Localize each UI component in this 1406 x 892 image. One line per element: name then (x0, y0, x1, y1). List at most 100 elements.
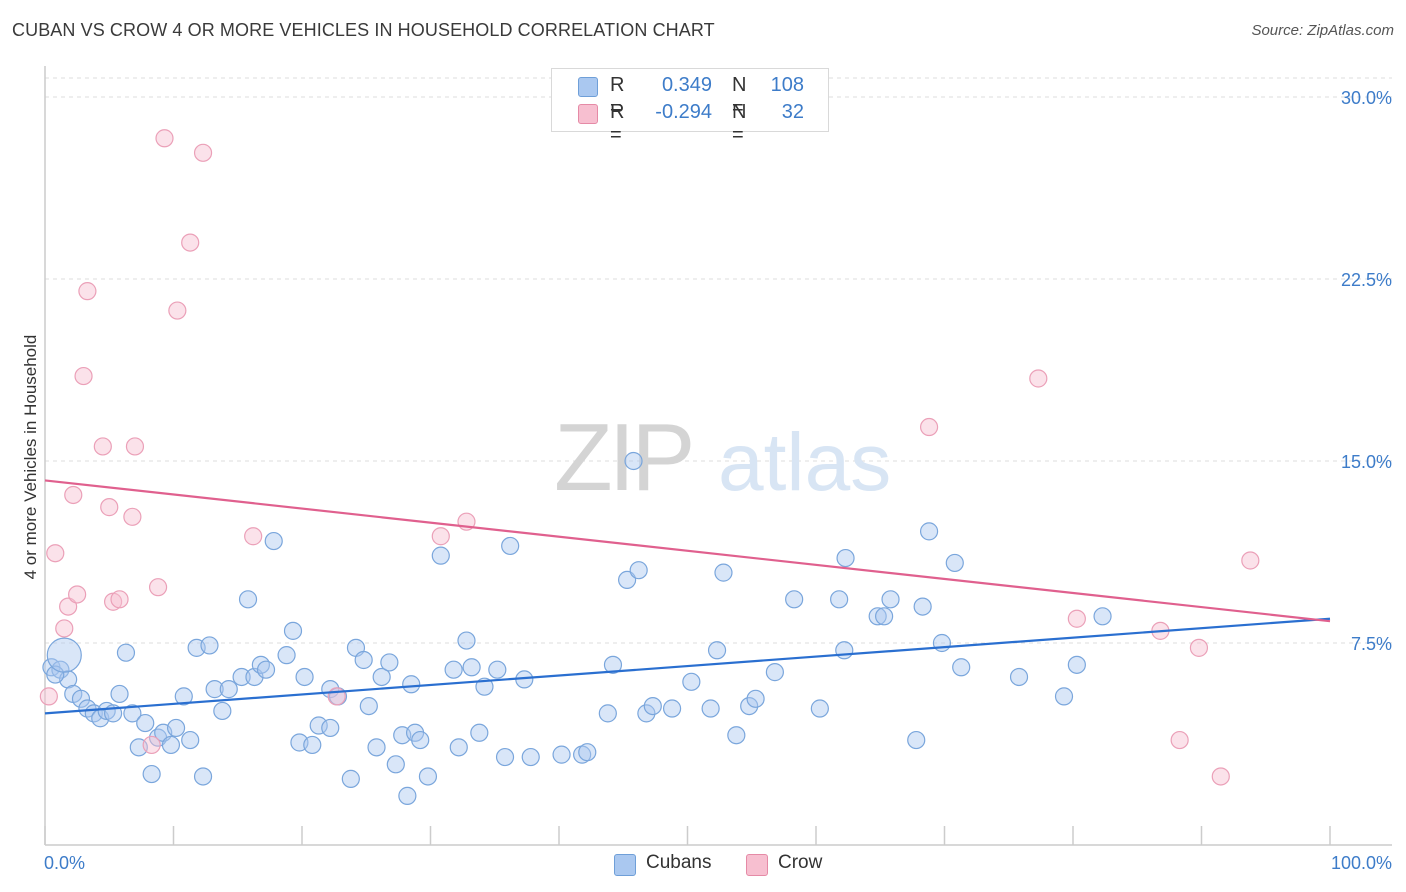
data-point-cubans (123, 704, 142, 723)
data-point-cubans (449, 738, 468, 757)
y-tick-label: 30.0% (1341, 88, 1392, 108)
data-point-crow (1067, 609, 1086, 628)
data-point-cubans (46, 637, 82, 673)
data-point-crow (431, 527, 450, 546)
data-point-cubans (277, 646, 296, 665)
data-point-cubans (643, 696, 662, 716)
data-point-cubans (71, 689, 91, 708)
data-point-crow (193, 143, 213, 162)
x-tick-label: 0.0% (44, 853, 85, 873)
legend-label-cubans: Cubans (646, 852, 712, 873)
legend-swatch-cubans (614, 854, 636, 876)
legend-label-crow: Crow (778, 852, 823, 873)
data-point-cubans (603, 655, 623, 674)
data-point-crow (39, 687, 58, 706)
data-point-cubans (578, 743, 597, 762)
chart-source: Source: ZipAtlas.com (1251, 22, 1394, 39)
data-point-cubans (283, 621, 303, 640)
stats-legend: R = 0.349 N = 108 R = -0.294 N = 32 (551, 68, 829, 146)
y-axis-label: 4 or more Vehicles in Household (21, 335, 40, 580)
data-point-cubans (501, 536, 520, 556)
data-point-cubans (830, 590, 849, 609)
data-point-cubans (475, 677, 494, 696)
data-point-cubans (213, 701, 232, 721)
legend-swatch-cubans (578, 77, 598, 97)
data-point-cubans (662, 699, 682, 718)
data-point-cubans (398, 786, 417, 805)
trend-line-cubans (44, 617, 1331, 715)
data-point-crow (123, 507, 142, 526)
legend-swatch-crow (746, 854, 768, 876)
data-point-crow (1189, 638, 1209, 657)
data-point-crow (68, 585, 87, 604)
trend-line-crow (44, 479, 1331, 623)
trend-lines (44, 479, 1331, 715)
data-point-cubans (637, 704, 656, 723)
legend-n-label: N = (732, 101, 747, 146)
data-point-cubans (418, 767, 438, 786)
data-point-cubans (932, 633, 952, 653)
data-point-cubans (200, 636, 219, 655)
data-point-crow (181, 233, 200, 252)
data-point-cubans (457, 631, 476, 650)
data-point-cubans (598, 704, 617, 723)
y-tick-label: 7.5% (1351, 634, 1392, 654)
legend-r-label: R = (610, 101, 625, 146)
data-point-cubans (354, 650, 373, 670)
data-point-cubans (701, 699, 720, 718)
data-point-cubans (219, 680, 238, 699)
axis-ticks: 7.5% 15.0% 22.5% 30.0% 0.0% 100.0% (44, 88, 1392, 873)
legend-r-label: R = (610, 74, 625, 119)
data-point-crow (78, 282, 97, 301)
data-point-crow (1029, 369, 1048, 388)
data-point-cubans (136, 713, 155, 733)
data-point-cubans (707, 641, 727, 660)
axes (44, 66, 1392, 846)
data-point-cubans (411, 730, 430, 750)
y-tick-label: 15.0% (1341, 452, 1392, 472)
data-point-cubans (740, 696, 759, 716)
data-point-cubans (264, 531, 283, 551)
data-point-crow (919, 417, 939, 437)
data-point-cubans (785, 590, 804, 609)
data-point-cubans (402, 675, 421, 694)
y-tick-label: 22.5% (1341, 270, 1392, 290)
data-point-cubans (521, 747, 540, 767)
data-point-cubans (232, 667, 251, 687)
data-point-cubans (359, 696, 378, 716)
data-point-cubans (386, 755, 405, 774)
data-point-crow (1170, 730, 1189, 750)
data-point-cubans (1054, 687, 1074, 706)
data-point-cubans (810, 699, 829, 718)
data-point-cubans (256, 660, 276, 679)
gridlines (45, 77, 1392, 644)
data-point-crow (142, 735, 161, 755)
data-point-cubans (1067, 655, 1086, 674)
data-point-cubans (238, 590, 258, 609)
data-point-cubans (495, 747, 515, 767)
data-point-cubans (142, 764, 161, 784)
data-point-cubans (1093, 607, 1112, 626)
data-point-cubans (835, 641, 854, 660)
data-point-cubans (341, 769, 360, 788)
data-point-crow (59, 597, 78, 616)
data-point-cubans (193, 767, 213, 786)
data-point-cubans (51, 660, 70, 679)
data-point-cubans (110, 684, 129, 704)
data-point-cubans (913, 597, 932, 616)
data-point-cubans (181, 730, 200, 750)
data-point-cubans (462, 658, 481, 677)
data-point-cubans (367, 738, 386, 757)
data-point-cubans (116, 643, 136, 662)
data-point-cubans (470, 723, 489, 742)
data-point-cubans (303, 735, 322, 755)
data-point-cubans (746, 689, 765, 708)
data-point-crow (110, 590, 129, 609)
data-point-cubans (881, 590, 900, 609)
legend-swatch-crow (578, 104, 598, 124)
data-point-cubans (295, 667, 314, 687)
data-point-cubans (444, 660, 463, 679)
data-point-cubans (875, 607, 894, 626)
data-point-cubans (488, 660, 507, 679)
